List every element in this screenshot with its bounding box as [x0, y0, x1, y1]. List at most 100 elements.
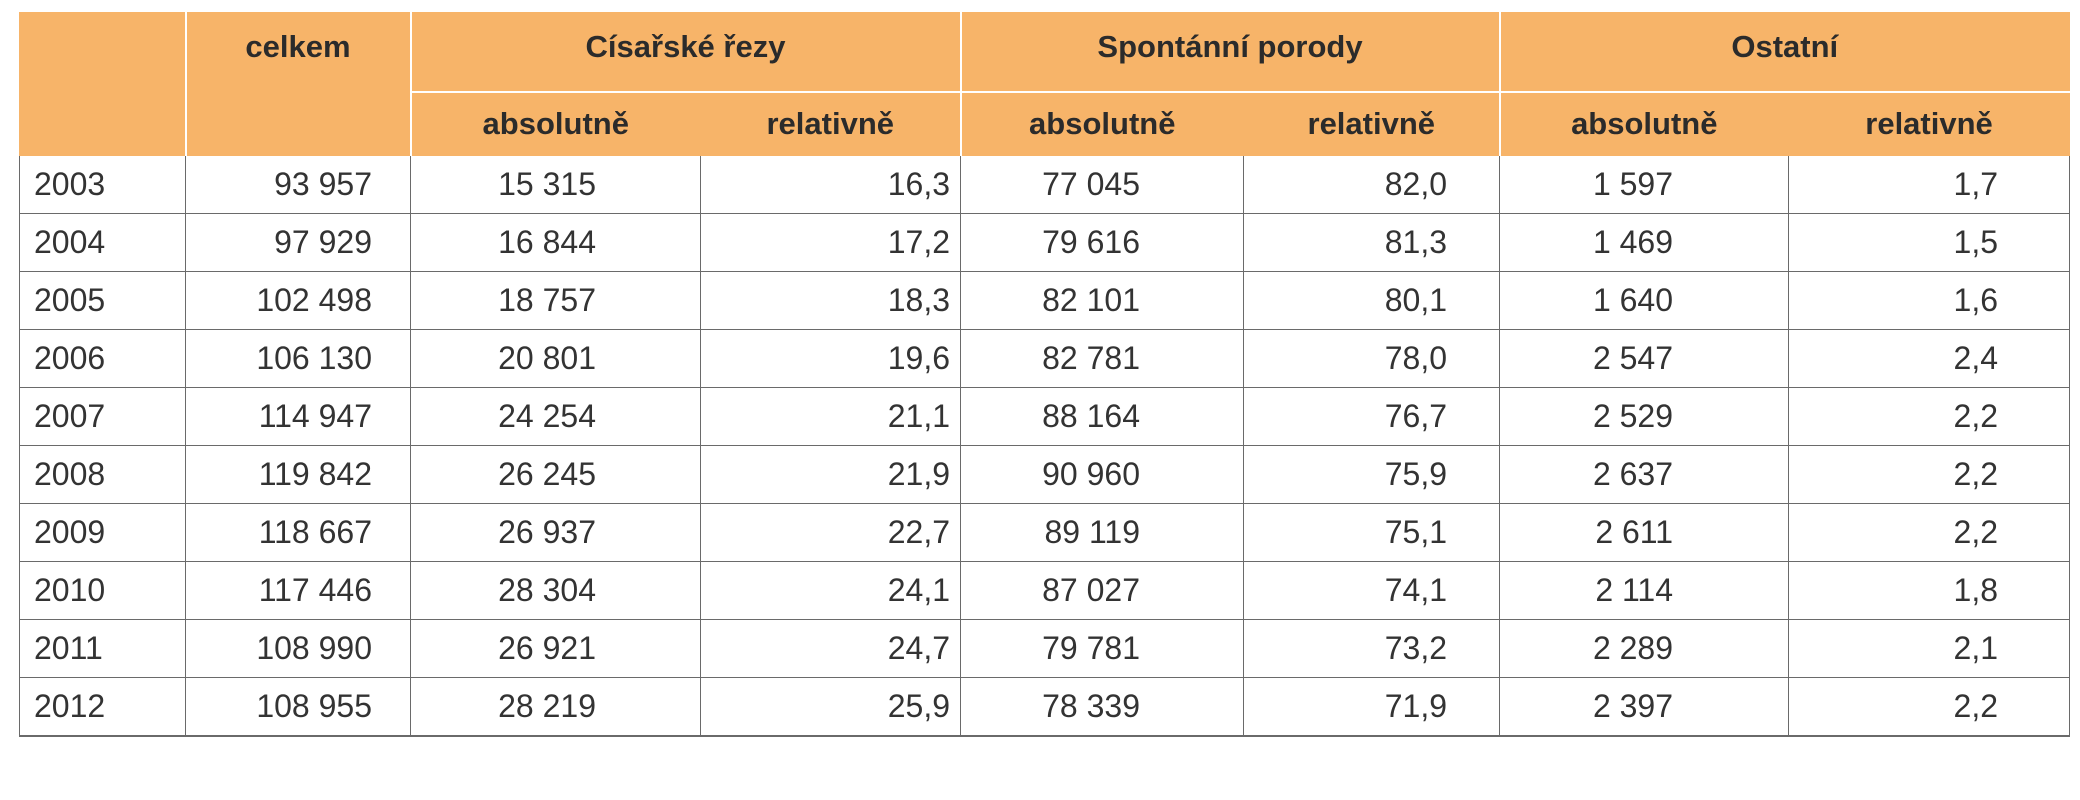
- ostatni-relativne-cell: 1,6: [1788, 271, 2071, 330]
- year-cell: 2012: [19, 677, 186, 737]
- celkem-header: celkem: [184, 12, 411, 156]
- spontanni-porody-header: Spontánní porody: [959, 12, 1501, 93]
- spontanni-relativne-cell: 76,7: [1242, 387, 1501, 446]
- cisarske-absolutne-cell: 26 245: [410, 445, 701, 504]
- ostatni-relativne-header: relativně: [1788, 91, 2071, 156]
- celkem-cell: 108 990: [185, 619, 411, 678]
- table-row: 2009 118 667 26 937 22,7 89 119 75,1 2 611 2,2: [19, 503, 2071, 562]
- ostatni-relativne-cell: 2,2: [1788, 445, 2071, 504]
- spontanni-absolutne-cell: 82 101: [960, 271, 1244, 330]
- celkem-cell: 108 955: [185, 677, 411, 737]
- spontanni-absolutne-cell: 77 045: [960, 155, 1244, 214]
- cisarske-relativne-cell: 22,7: [700, 503, 961, 562]
- table-row: 2008 119 842 26 245 21,9 90 960 75,9 2 637 2,2: [19, 445, 2071, 504]
- spontanni-relativne-cell: 73,2: [1242, 619, 1501, 678]
- celkem-cell: 114 947: [185, 387, 411, 446]
- table-row: 2010 117 446 28 304 24,1 87 027 74,1 2 114 1,8: [19, 561, 2071, 620]
- ostatni-absolutne-cell: 2 611: [1499, 503, 1790, 562]
- ostatni-relativne-cell: 2,2: [1788, 503, 2071, 562]
- cisarske-relativne-cell: 19,6: [700, 329, 961, 388]
- ostatni-absolutne-cell: 2 637: [1499, 445, 1790, 504]
- cisarske-relativne-cell: 24,7: [700, 619, 961, 678]
- table-row: 2004 97 929 16 844 17,2 79 616 81,3 1 469 1,5: [19, 213, 2071, 272]
- celkem-cell: 97 929: [185, 213, 411, 272]
- spontanni-relativne-cell: 81,3: [1242, 213, 1501, 272]
- celkem-cell: 106 130: [185, 329, 411, 388]
- spontanni-relativne-header: relativně: [1242, 91, 1501, 156]
- year-cell: 2011: [19, 619, 186, 678]
- spontanni-relativne-cell: 74,1: [1242, 561, 1501, 620]
- spontanni-absolutne-cell: 78 339: [960, 677, 1244, 737]
- cisarske-relativne-header: relativně: [700, 91, 961, 156]
- spontanni-absolutne-cell: 79 781: [960, 619, 1244, 678]
- table-row: 2007 114 947 24 254 21,1 88 164 76,7 2 529 2,2: [19, 387, 2071, 446]
- ostatni-relativne-cell: 1,8: [1788, 561, 2071, 620]
- ostatni-absolutne-cell: 2 289: [1499, 619, 1790, 678]
- cisarske-relativne-cell: 21,9: [700, 445, 961, 504]
- year-cell: 2003: [19, 155, 186, 214]
- cisarske-relativne-cell: 18,3: [700, 271, 961, 330]
- ostatni-relativne-cell: 1,7: [1788, 155, 2071, 214]
- spontanni-absolutne-cell: 89 119: [960, 503, 1244, 562]
- ostatni-absolutne-cell: 1 597: [1499, 155, 1790, 214]
- year-cell: 2004: [19, 213, 186, 272]
- celkem-cell: 117 446: [185, 561, 411, 620]
- spontanni-absolutne-cell: 87 027: [960, 561, 1244, 620]
- ostatni-absolutne-cell: 1 469: [1499, 213, 1790, 272]
- celkem-cell: 119 842: [185, 445, 411, 504]
- ostatni-absolutne-cell: 2 397: [1499, 677, 1790, 737]
- year-cell: 2009: [19, 503, 186, 562]
- year-header: [19, 12, 186, 156]
- spontanni-absolutne-cell: 79 616: [960, 213, 1244, 272]
- table-row: 2011 108 990 26 921 24,7 79 781 73,2 2 289 2,1: [19, 619, 2071, 678]
- cisarske-absolutne-cell: 18 757: [410, 271, 701, 330]
- cisarske-rezy-header: Císařské řezy: [409, 12, 961, 93]
- year-cell: 2007: [19, 387, 186, 446]
- ostatni-absolutne-cell: 2 529: [1499, 387, 1790, 446]
- cisarske-absolutne-cell: 16 844: [410, 213, 701, 272]
- cisarske-absolutne-cell: 20 801: [410, 329, 701, 388]
- cisarske-relativne-cell: 21,1: [700, 387, 961, 446]
- ostatni-absolutne-cell: 2 547: [1499, 329, 1790, 388]
- spontanni-absolutne-cell: 88 164: [960, 387, 1244, 446]
- table-row: 2012 108 955 28 219 25,9 78 339 71,9 2 397 2,2: [19, 677, 2071, 737]
- cisarske-relativne-cell: 17,2: [700, 213, 961, 272]
- spontanni-relativne-cell: 75,9: [1242, 445, 1501, 504]
- spontanni-relativne-cell: 71,9: [1242, 677, 1501, 737]
- ostatni-absolutne-cell: 2 114: [1499, 561, 1790, 620]
- cisarske-relativne-cell: 25,9: [700, 677, 961, 737]
- year-cell: 2010: [19, 561, 186, 620]
- births-table: celkem Císařské řezy Spontánní porody Os…: [19, 12, 2071, 737]
- ostatni-absolutne-cell: 1 640: [1499, 271, 1790, 330]
- spontanni-relativne-cell: 82,0: [1242, 155, 1501, 214]
- ostatni-relativne-cell: 2,2: [1788, 387, 2071, 446]
- ostatni-relativne-cell: 2,2: [1788, 677, 2071, 737]
- table-row: 2003 93 957 15 315 16,3 77 045 82,0 1 597 1,7: [19, 155, 2071, 214]
- spontanni-relativne-cell: 75,1: [1242, 503, 1501, 562]
- cisarske-absolutne-header: absolutně: [409, 91, 701, 156]
- cisarske-absolutne-cell: 26 921: [410, 619, 701, 678]
- ostatni-relativne-cell: 2,4: [1788, 329, 2071, 388]
- celkem-cell: 118 667: [185, 503, 411, 562]
- spontanni-relativne-cell: 80,1: [1242, 271, 1501, 330]
- cisarske-relativne-cell: 24,1: [700, 561, 961, 620]
- year-cell: 2008: [19, 445, 186, 504]
- ostatni-relativne-cell: 2,1: [1788, 619, 2071, 678]
- cisarske-absolutne-cell: 28 219: [410, 677, 701, 737]
- spontanni-absolutne-header: absolutně: [959, 91, 1244, 156]
- cisarske-relativne-cell: 16,3: [700, 155, 961, 214]
- spontanni-absolutne-cell: 82 781: [960, 329, 1244, 388]
- cisarske-absolutne-cell: 26 937: [410, 503, 701, 562]
- celkem-cell: 102 498: [185, 271, 411, 330]
- table-row: 2006 106 130 20 801 19,6 82 781 78,0 2 547 2,4: [19, 329, 2071, 388]
- table-row: 2005 102 498 18 757 18,3 82 101 80,1 1 640 1,6: [19, 271, 2071, 330]
- cisarske-absolutne-cell: 15 315: [410, 155, 701, 214]
- celkem-cell: 93 957: [185, 155, 411, 214]
- year-cell: 2006: [19, 329, 186, 388]
- ostatni-header: Ostatní: [1498, 12, 2071, 93]
- cisarske-absolutne-cell: 24 254: [410, 387, 701, 446]
- year-cell: 2005: [19, 271, 186, 330]
- ostatni-relativne-cell: 1,5: [1788, 213, 2071, 272]
- cisarske-absolutne-cell: 28 304: [410, 561, 701, 620]
- ostatni-absolutne-header: absolutně: [1498, 91, 1790, 156]
